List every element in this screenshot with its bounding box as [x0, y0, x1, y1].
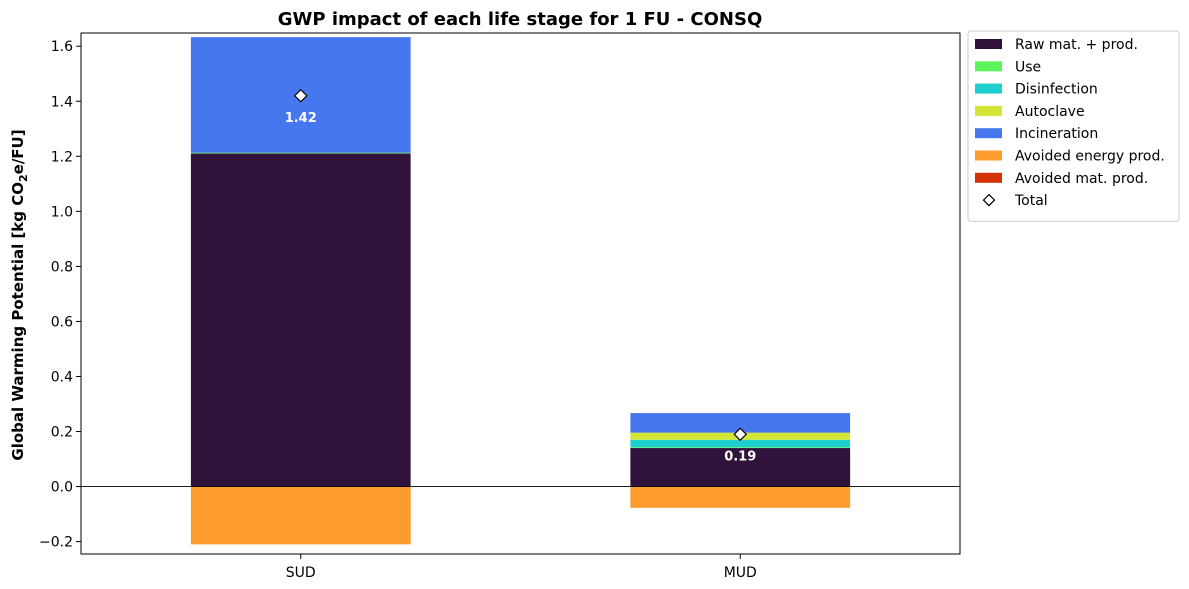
legend-swatch-6	[975, 172, 1002, 183]
totals-layer: 1.42 0.19	[285, 88, 756, 464]
legend-label-3: Autoclave	[1015, 104, 1085, 120]
y-axis-label: Global Warming Potential [kg CO2e/FU]	[9, 129, 30, 460]
y-tick-label: 0.4	[51, 369, 73, 385]
chart-title: GWP impact of each life stage for 1 FU -…	[278, 9, 763, 30]
legend-box	[967, 30, 1180, 222]
legend-swatch-3	[975, 105, 1002, 116]
legend-label-5: Avoided energy prod.	[1015, 149, 1165, 165]
legend-swatch-1	[975, 61, 1002, 72]
total-marker-mud	[733, 427, 748, 442]
y-tick-label: 1.2	[51, 149, 73, 165]
bar-segment-mud-2	[630, 439, 851, 448]
legend-label-total: Total	[1014, 193, 1048, 209]
legend-label-4: Incineration	[1015, 126, 1098, 142]
y-tick-label: −0.2	[39, 535, 73, 551]
legend-swatch-5	[975, 150, 1002, 161]
total-marker-sud	[293, 88, 308, 103]
total-label-mud: 0.19	[724, 449, 756, 464]
legend-swatch-4	[975, 128, 1002, 139]
plot-frame	[80, 32, 961, 555]
y-tick-label: 1.4	[51, 94, 73, 110]
legend-swatch-2	[975, 83, 1002, 94]
y-axis-label-subscript: 2	[17, 174, 30, 182]
legend-label-2: Disinfection	[1015, 82, 1098, 98]
y-tick-label: 0.8	[51, 259, 73, 275]
bar-segment-mud-1	[630, 447, 851, 449]
y-tick-label: 1.0	[51, 204, 73, 220]
x-tick-label-mud: MUD	[724, 565, 757, 581]
x-tick-label-sud: SUD	[286, 565, 316, 581]
legend-label-6: Avoided mat. prod.	[1015, 171, 1148, 187]
legend-swatch-0	[975, 39, 1002, 49]
legend-total-marker	[982, 193, 996, 207]
legend-label-1: Use	[1015, 59, 1041, 75]
legend: Raw mat. + prod. Use Disinfection Autoclave…	[967, 30, 1180, 222]
bars-layer	[190, 37, 851, 545]
bar-segment-sud-5	[190, 486, 411, 545]
y-axis-label-suffix: e/FU]	[9, 129, 27, 174]
bar-segment-mud-0	[630, 448, 851, 487]
axes-layer: −0.2 0.0 0.2 0.4 0.6 0.8 1.0 1.2 1.4 1.6 SUD MUD	[39, 32, 961, 581]
bar-segment-sud-1	[190, 152, 411, 154]
y-axis-label-prefix: Global Warming Potential [kg CO	[9, 182, 27, 461]
bar-segment-mud-5	[630, 486, 851, 508]
y-tick-label: 0.2	[51, 425, 73, 441]
y-tick-label: 1.6	[51, 39, 73, 55]
bar-segment-sud-0	[190, 153, 411, 487]
svg-text:Global Warming Potential [kg C: Global Warming Potential [kg CO2e/FU]	[9, 129, 30, 460]
bar-segment-mud-4	[630, 413, 851, 433]
y-tick-label: 0.6	[51, 314, 73, 330]
legend-label-0: Raw mat. + prod.	[1015, 37, 1138, 53]
total-label-sud: 1.42	[285, 111, 317, 126]
y-tick-label: 0.0	[51, 480, 73, 496]
